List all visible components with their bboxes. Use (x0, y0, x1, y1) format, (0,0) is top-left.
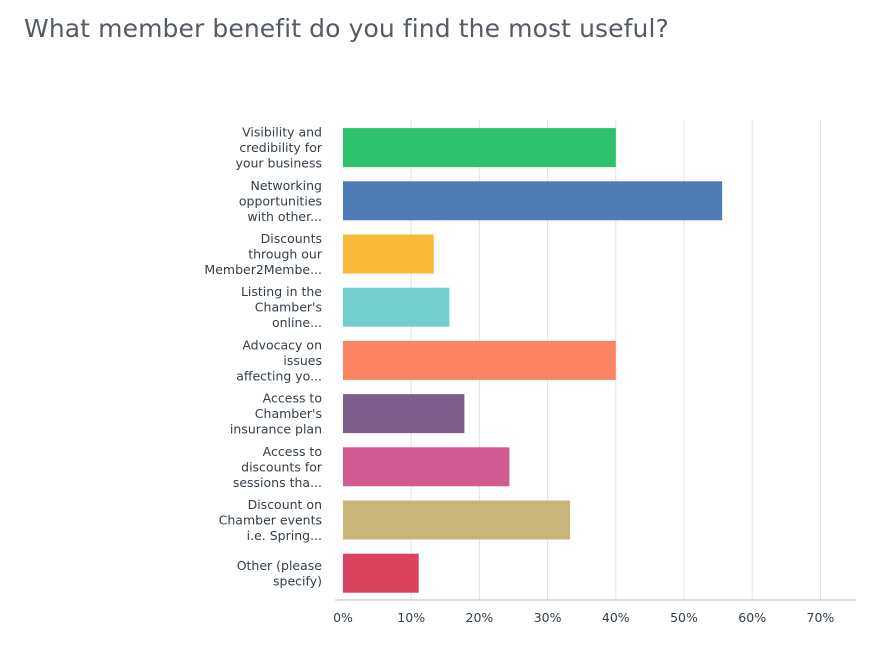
x-tick-label: 70% (807, 610, 835, 625)
category-label: Chamber's (255, 406, 322, 421)
category-label: issues (283, 353, 322, 368)
bar[interactable] (343, 181, 723, 221)
bars (343, 128, 723, 593)
category-label: Chamber's (255, 300, 322, 315)
category-label: Access to (263, 444, 322, 459)
bar[interactable] (343, 287, 450, 327)
category-label: Visibility and (242, 125, 322, 140)
category-label: online... (272, 315, 322, 330)
bar[interactable] (343, 128, 616, 168)
x-tick-label: 10% (397, 610, 425, 625)
x-tick-label: 60% (738, 610, 766, 625)
bar[interactable] (343, 447, 510, 487)
category-label: Access to (263, 391, 322, 406)
category-label: through our (248, 247, 323, 262)
bar[interactable] (343, 340, 616, 380)
category-label: Discount on (248, 497, 322, 512)
category-label: Chamber events (219, 513, 322, 528)
bar[interactable] (343, 553, 419, 593)
x-tick-label: 0% (333, 610, 353, 625)
x-tick-label: 50% (670, 610, 698, 625)
chart-title: What member benefit do you find the most… (24, 14, 669, 43)
category-label: Networking (250, 178, 322, 193)
category-label: insurance plan (230, 422, 322, 437)
category-label: specify) (273, 573, 322, 588)
category-label: Other (please (237, 558, 323, 573)
category-label: Listing in the (241, 284, 322, 299)
category-label: Advocacy on (242, 337, 322, 352)
category-label: discounts for (241, 459, 323, 474)
category-label: opportunities (239, 193, 322, 208)
category-label: your business (235, 156, 322, 171)
category-label: Member2Membe... (204, 262, 322, 277)
bar[interactable] (343, 394, 465, 434)
x-tick-label: 20% (466, 610, 494, 625)
bar[interactable] (343, 500, 571, 540)
bar[interactable] (343, 234, 434, 274)
x-tick-label: 30% (534, 610, 562, 625)
category-label: credibility for (239, 140, 323, 155)
category-label: sessions tha... (233, 475, 322, 490)
x-tick-label: 40% (602, 610, 630, 625)
x-axis-tick-labels: 0% 10% 20% 30% 40% 50% 60% 70% (333, 610, 834, 625)
category-label: affecting yo... (236, 368, 322, 383)
category-label: with other... (247, 209, 322, 224)
category-label: i.e. Spring... (247, 528, 322, 543)
category-label: Discounts (261, 231, 322, 246)
